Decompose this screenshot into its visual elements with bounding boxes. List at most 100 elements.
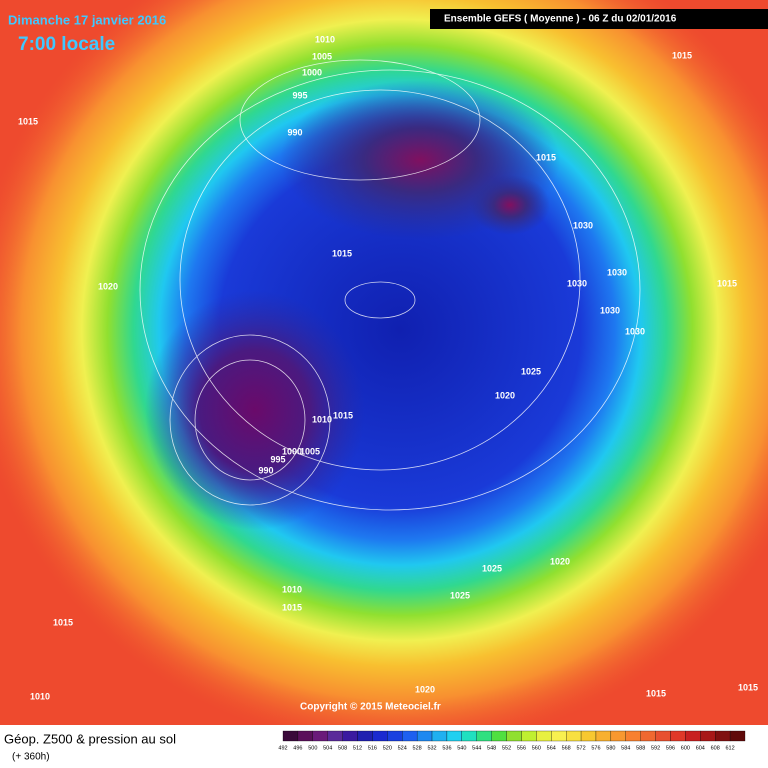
colorbar-label: 596 [666,745,675,751]
isobar-label: 1030 [625,326,645,336]
colorbar-label: 496 [293,745,302,751]
isobar-label: 1020 [98,281,118,291]
colorbar-label: 536 [442,745,451,751]
colorbar-swatch [431,730,448,742]
isobar-label: 1015 [18,116,38,126]
lead-time: (+ 360h) [12,752,50,763]
colorbar-swatch [685,730,701,742]
isobar-label: 1025 [450,590,470,600]
colorbar-label: 568 [562,745,571,751]
isobar-label: 1010 [315,34,335,44]
colorbar-label: 608 [711,745,720,751]
isobar-label: 1020 [550,556,570,566]
isobar-label: 1015 [738,682,758,692]
colorbar-swatch [312,730,328,742]
colorbar-label: 528 [413,745,422,751]
colorbar-swatch [551,730,567,742]
isobar-label: 1030 [567,278,587,288]
run-box [430,9,768,29]
isobar-label: 1020 [415,684,435,694]
colorbar-swatch [670,730,686,742]
colorbar-label: 512 [353,745,362,751]
colorbar-label: 500 [308,745,317,751]
isobar-label: 1015 [646,688,666,698]
colorbar-swatch [700,730,716,742]
colorbar-swatch [610,730,626,742]
colorbar-label: 540 [457,745,466,751]
colorbar-swatch [327,730,343,742]
isobar-label: 1015 [672,50,692,60]
isobar-label: 1015 [717,278,737,288]
colorbar-label: 548 [487,745,496,751]
colorbar-swatch [640,730,656,742]
colorbar-label: 544 [472,745,481,751]
isobar-label: 1015 [536,152,556,162]
colorbar-label: 600 [681,745,690,751]
colorbar-label: 604 [696,745,705,751]
isobar-label: 1005 [312,51,332,61]
colorbar-swatch [625,730,641,742]
colorbar-label: 556 [517,745,526,751]
isobars [139,59,641,511]
isobar-label: 1000 [302,67,322,77]
copyright: Copyright © 2015 Meteociel.fr [300,702,441,713]
colorbar-label: 580 [606,745,615,751]
colorbar-swatch [536,730,552,742]
isobar-label: 1025 [521,366,541,376]
colorbar-swatch [297,730,313,742]
time-title: 7:00 locale [18,34,115,55]
colorbar-label: 576 [591,745,600,751]
colorbar-swatch [446,730,462,742]
isobar-label: 995 [292,90,307,100]
colorbar-swatch [655,730,671,742]
low-centre [470,175,550,235]
colorbar-swatch [715,730,731,742]
colorbar-label: 508 [338,745,347,751]
colorbar-label: 504 [323,745,332,751]
colorbar-label: 524 [398,745,407,751]
colorbar-label: 560 [532,745,541,751]
colorbar-label: 532 [427,745,436,751]
colorbar-swatch [729,730,746,742]
colorbar-swatch [282,730,299,742]
colorbar-swatch [476,730,492,742]
colorbar-label: 516 [368,745,377,751]
colorbar-label: 552 [502,745,511,751]
colorbar-swatch [372,730,388,742]
isobar-label: 1015 [333,410,353,420]
colorbar-swatch [491,730,507,742]
isobar-label: 1010 [282,584,302,594]
colorbar-swatch [402,730,418,742]
colorbar-label: 492 [278,745,287,751]
colorbar-swatch [387,730,403,742]
colorbar-swatch [461,730,477,742]
colorbar-swatch [566,730,582,742]
isobar-label: 990 [258,465,273,475]
geopotential-field [0,0,768,750]
isobar-label: 995 [270,454,285,464]
colorbar-swatch [416,730,433,742]
isobar-label: 1015 [332,248,352,258]
colorbar-label: 592 [651,745,660,751]
low-centre [145,290,365,530]
isobar-label: 990 [287,127,302,137]
isobar-label: 1030 [600,305,620,315]
date-title: Dimanche 17 janvier 2016 [8,12,166,27]
isobar-label: 1005 [300,446,320,456]
colorbar-swatch [357,730,373,742]
colorbar-label: 588 [636,745,645,751]
run-info: Ensemble GEFS ( Moyenne ) - 06 Z du 02/0… [444,14,677,25]
colorbar-swatch [342,730,358,742]
colorbar-label: 564 [547,745,556,751]
isobar-label: 1010 [312,414,332,424]
isobar-label: 1030 [573,220,593,230]
isobar-label: 1015 [282,602,302,612]
isobar-label: 1010 [30,691,50,701]
colorbar-label: 612 [726,745,735,751]
field-title: Géop. Z500 & pression au sol [4,731,176,746]
colorbar-swatch [521,730,537,742]
isobar-label: 1030 [607,267,627,277]
isobar-label: 1015 [53,617,73,627]
colorbar-label: 520 [383,745,392,751]
